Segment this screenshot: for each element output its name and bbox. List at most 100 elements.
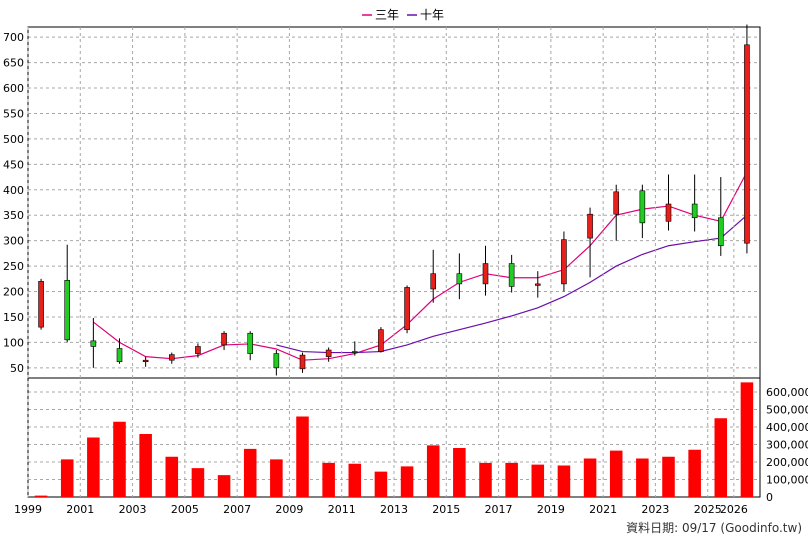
volume-bar — [662, 456, 675, 497]
candle-body — [508, 263, 515, 287]
x-tick-label: 1999 — [14, 503, 42, 516]
candle-body — [613, 191, 620, 215]
price-tick-label: 450 — [3, 158, 24, 171]
candle-body — [639, 190, 646, 224]
volume-bar — [348, 463, 362, 497]
volume-tick-label: 0 — [766, 491, 773, 504]
price-tick-label: 200 — [3, 286, 24, 299]
volume-bar — [60, 459, 74, 497]
candle-body — [142, 359, 149, 363]
volume-bar — [609, 450, 623, 497]
x-tick-label: 2013 — [380, 503, 408, 516]
legend-ma10-label: 十年 — [420, 8, 444, 22]
candle-body — [351, 351, 358, 353]
volume-bar — [243, 448, 257, 497]
x-tick-label: 2009 — [275, 503, 303, 516]
volume-bar — [636, 458, 649, 497]
x-tick-label: 2023 — [641, 503, 669, 516]
footer-date: 09/17 — [681, 521, 717, 535]
volume-bar — [191, 468, 205, 497]
price-tick-label: 350 — [3, 209, 24, 222]
candle-body — [534, 283, 541, 286]
price-tick-label: 400 — [3, 184, 24, 197]
price-tick-label: 700 — [3, 31, 24, 44]
price-tick-label: 550 — [3, 107, 24, 120]
candle-body — [299, 354, 306, 370]
volume-bar — [426, 445, 440, 497]
price-tick-label: 50 — [10, 362, 24, 375]
candle-body — [221, 332, 227, 346]
volume-bar — [714, 418, 728, 497]
volume-bar — [740, 382, 754, 497]
volume-bar — [374, 471, 388, 497]
price-panel: 50 100 150 200 250 300 350 400 450 500 550 600 650 70… — [3, 24, 761, 379]
candle-body — [116, 348, 123, 363]
price-tick-label: 250 — [3, 260, 24, 273]
x-axis: 1999 2001 2003 2005 2007 2009 2011 2013 2015 2017… — [14, 27, 748, 516]
volume-bar — [296, 416, 309, 497]
volume-bar — [322, 462, 335, 497]
candle-body — [587, 213, 593, 239]
x-tick-label: 2001 — [66, 503, 94, 516]
volume-tick-label: 500,000 — [766, 404, 808, 417]
candle-body — [717, 217, 724, 247]
volume-bar — [217, 475, 231, 497]
volume-tick-label: 300,000 — [766, 439, 808, 452]
candle-body — [195, 346, 201, 354]
price-tick-label: 150 — [3, 311, 24, 324]
volume-bar — [87, 437, 100, 497]
ma3-line — [92, 171, 748, 361]
footer: 資料日期: 09/17 (Goodinfo.tw) — [626, 519, 802, 536]
volume-bar — [113, 421, 126, 497]
volume-bar — [688, 449, 701, 497]
x-tick-label: 2015 — [432, 503, 460, 516]
candle-body — [430, 273, 437, 290]
candle-body — [691, 203, 698, 219]
candle-body — [378, 329, 384, 352]
price-tick-label: 600 — [3, 82, 24, 95]
legend-ma3-label: 三年 — [375, 8, 399, 22]
x-tick-label: 2026 — [720, 503, 748, 516]
candle-body — [64, 280, 71, 341]
volume-bar — [583, 458, 597, 497]
volume-tick-label: 200,000 — [766, 456, 808, 469]
footer-source: (Goodinfo.tw) — [720, 521, 802, 535]
price-tick-label: 500 — [3, 133, 24, 146]
candle-body — [90, 340, 97, 347]
candle-body — [325, 349, 332, 357]
volume-tick-label: 100,000 — [766, 474, 808, 487]
volume-bar — [505, 462, 518, 497]
candle-body — [482, 263, 489, 285]
x-tick-label: 2021 — [589, 503, 617, 516]
volume-tick-label: 600,000 — [766, 386, 808, 399]
volume-bar — [400, 466, 414, 497]
candle-body — [38, 281, 44, 328]
candle-body — [665, 203, 672, 222]
x-tick-label: 2005 — [171, 503, 199, 516]
legend: 三年 十年 — [362, 8, 444, 22]
candle-body — [561, 239, 567, 285]
candle-body — [168, 354, 175, 361]
volume-bar — [531, 464, 545, 497]
volume-bar — [34, 495, 48, 497]
price-tick-label: 300 — [3, 235, 24, 248]
x-tick-label: 2011 — [328, 503, 356, 516]
candle-body — [456, 273, 463, 285]
volume-panel: 0 100,000 200,000 300,000 400,000 500,000 600,… — [27, 377, 808, 504]
x-tick-label: 2019 — [537, 503, 565, 516]
volume-bar — [453, 448, 466, 497]
volume-bar — [479, 462, 492, 497]
x-tick-label: 2017 — [485, 503, 513, 516]
price-tick-label: 100 — [3, 336, 24, 349]
volume-bar — [557, 465, 571, 497]
x-tick-label: 2025 — [694, 503, 722, 516]
volume-tick-label: 400,000 — [766, 421, 808, 434]
volume-bar — [165, 456, 179, 497]
x-tick-label: 2007 — [223, 503, 251, 516]
candle-body — [247, 332, 254, 354]
candle-body — [404, 287, 410, 330]
candle-body — [744, 44, 750, 244]
volume-bar — [139, 434, 152, 497]
x-tick-label: 2003 — [119, 503, 147, 516]
